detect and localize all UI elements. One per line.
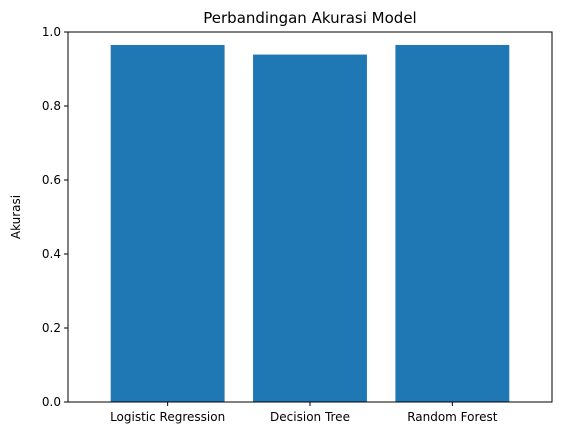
x-tick-label: Logistic Regression (110, 410, 225, 424)
y-tick-label: 0.2 (42, 321, 61, 335)
y-ticks-group: 0.0 0.2 0.4 0.6 0.8 1.0 (42, 25, 68, 409)
bars-group (110, 44, 510, 402)
y-tick-label: 0.6 (42, 173, 61, 187)
y-tick-label: 0.4 (42, 247, 61, 261)
x-tick-label: Decision Tree (270, 410, 350, 424)
plot-frame (67, 31, 553, 403)
bar-random-forest (395, 44, 510, 402)
y-tick-label: 1.0 (42, 25, 61, 39)
y-tick-label: 0.8 (42, 99, 61, 113)
y-axis-label: Akurasi (9, 195, 23, 239)
bar-logistic-regression (110, 44, 225, 402)
x-tick-label: Random Forest (407, 410, 498, 424)
y-tick-label: 0.0 (42, 395, 61, 409)
bar-decision-tree (253, 54, 367, 402)
x-ticks-group: Logistic Regression Decision Tree Random F… (110, 402, 498, 424)
chart-title: Perbandingan Akurasi Model (203, 9, 416, 27)
